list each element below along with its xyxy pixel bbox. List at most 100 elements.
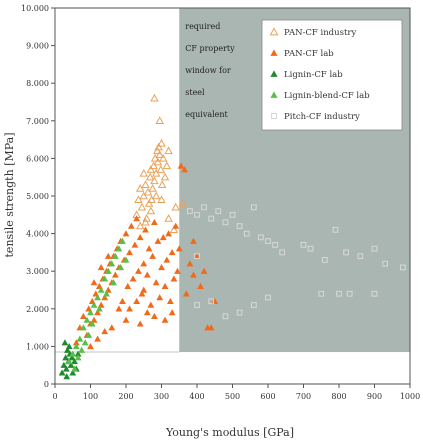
data-point xyxy=(108,260,116,267)
data-point xyxy=(371,245,378,252)
data-point xyxy=(151,191,161,200)
data-point xyxy=(58,369,66,376)
y-tick-label: 3.000 xyxy=(26,267,49,276)
x-tick-label: 600 xyxy=(260,392,275,401)
data-point xyxy=(156,294,164,301)
data-point xyxy=(72,339,80,346)
data-point xyxy=(174,267,181,274)
data-point xyxy=(250,204,257,211)
data-point xyxy=(154,142,163,151)
legend-box xyxy=(261,19,403,131)
data-point xyxy=(207,324,215,331)
data-point xyxy=(138,290,146,297)
data-point xyxy=(129,275,137,282)
data-point xyxy=(64,346,71,353)
data-point xyxy=(170,275,178,282)
data-points xyxy=(58,93,406,380)
y-axis-label: tensile strength [MPa] xyxy=(3,133,16,258)
legend-label: Lignin-CF lab xyxy=(284,70,343,80)
data-point xyxy=(61,339,69,346)
data-point xyxy=(166,297,174,304)
data-point xyxy=(101,294,109,301)
data-point xyxy=(318,290,325,297)
data-point xyxy=(194,211,200,218)
data-point xyxy=(150,176,159,185)
legend-label: PAN-CF lab xyxy=(284,49,334,59)
x-tick-label: 0 xyxy=(52,392,57,401)
data-point xyxy=(357,253,364,260)
data-point xyxy=(72,343,80,350)
data-point xyxy=(163,256,171,263)
data-point xyxy=(159,233,167,241)
data-point xyxy=(332,226,339,233)
data-point xyxy=(133,215,141,222)
data-point xyxy=(119,237,126,244)
data-point xyxy=(177,162,185,169)
data-point xyxy=(60,361,68,368)
data-point xyxy=(161,316,169,323)
data-point xyxy=(168,249,176,256)
y-tick-label: 1.000 xyxy=(26,342,49,351)
data-point xyxy=(108,324,116,331)
data-point xyxy=(157,195,166,203)
y-axis-ticks: 0 1.000 2.000 3.000 4.000 5.000 6.000 7.000 8.00… xyxy=(21,4,55,389)
data-point xyxy=(110,279,117,286)
data-point xyxy=(122,256,130,263)
data-point xyxy=(115,305,123,312)
data-point xyxy=(400,264,406,271)
data-point xyxy=(147,301,155,308)
data-point xyxy=(87,343,94,350)
data-point xyxy=(74,354,82,361)
data-point xyxy=(190,237,197,244)
data-point xyxy=(131,241,139,248)
data-point xyxy=(145,245,153,252)
data-point xyxy=(150,153,160,162)
data-point xyxy=(155,116,164,125)
annotation-line: equivalent xyxy=(185,110,228,119)
data-point xyxy=(71,365,78,372)
data-point xyxy=(104,267,112,274)
data-point xyxy=(141,217,150,226)
data-point xyxy=(80,324,87,331)
data-point xyxy=(151,218,158,226)
data-point xyxy=(139,191,148,200)
data-point xyxy=(243,230,250,237)
data-point xyxy=(135,267,142,274)
legend-marker xyxy=(270,70,278,77)
x-tick-label: 900 xyxy=(367,392,382,401)
x-tick-label: 500 xyxy=(225,392,240,401)
data-point xyxy=(67,361,75,368)
data-point xyxy=(169,225,179,234)
data-point xyxy=(159,153,168,162)
data-point xyxy=(85,331,93,338)
data-point xyxy=(182,290,190,297)
data-point xyxy=(382,260,389,267)
data-point xyxy=(136,320,144,327)
data-point xyxy=(78,346,86,353)
data-point xyxy=(336,290,342,297)
data-point xyxy=(161,282,169,289)
data-point xyxy=(140,286,148,293)
data-point xyxy=(80,312,87,320)
data-point xyxy=(236,309,243,316)
data-point xyxy=(140,260,148,267)
legend-label: Pitch-CF industry xyxy=(284,112,360,122)
data-point xyxy=(172,222,180,229)
data-point xyxy=(111,252,119,259)
data-point xyxy=(157,180,167,188)
data-point xyxy=(90,301,98,308)
data-point xyxy=(65,343,73,350)
data-point xyxy=(90,279,98,286)
data-point xyxy=(127,222,135,229)
data-point xyxy=(371,290,378,297)
data-point xyxy=(152,279,160,286)
data-point xyxy=(208,215,215,222)
data-point xyxy=(151,312,158,320)
data-point xyxy=(208,298,215,305)
data-point xyxy=(155,150,164,158)
data-point xyxy=(97,264,105,271)
data-point xyxy=(149,252,157,259)
legend-label: PAN-CF industry xyxy=(284,28,356,38)
data-point xyxy=(119,297,126,304)
